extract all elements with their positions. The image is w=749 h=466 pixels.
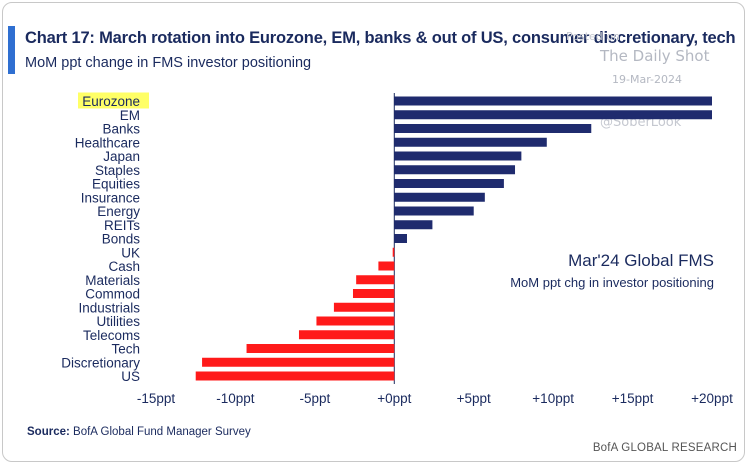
bar-japan — [394, 151, 522, 161]
watermark-brand: The Daily Shot — [600, 47, 710, 65]
x-tick-label: +20ppt — [691, 391, 733, 406]
bar-healthcare — [394, 137, 547, 147]
x-tick-label: +15ppt — [612, 391, 654, 406]
category-label: Bonds — [102, 232, 141, 247]
category-label: Healthcare — [75, 135, 140, 150]
bar-bonds — [394, 234, 407, 243]
bar-insurance — [394, 192, 485, 202]
bar-em — [394, 110, 712, 120]
bar-banks — [394, 124, 592, 133]
category-label: Japan — [103, 149, 140, 164]
category-label: Industrials — [78, 300, 140, 315]
chart-title: Chart 17: March rotation into Eurozone, … — [25, 29, 736, 47]
x-tick-label: -5ppt — [299, 391, 330, 406]
bar-us — [195, 371, 395, 381]
category-label: Staples — [95, 163, 140, 178]
title-accent-bar — [8, 26, 15, 74]
category-label: Banks — [102, 122, 140, 137]
category-label: Cash — [108, 259, 140, 274]
x-tick-label: +5ppt — [457, 391, 491, 406]
x-tick-label: +0ppt — [377, 391, 411, 406]
watermark-posted-on: Posted on — [566, 30, 620, 43]
category-label: EM — [120, 108, 140, 123]
footer-brand: BofA GLOBAL RESEARCH — [592, 442, 737, 454]
bar-telecoms — [298, 330, 395, 340]
bar-equities — [394, 179, 504, 188]
x-tick-label: +10ppt — [532, 391, 574, 406]
bar-tech — [246, 344, 395, 353]
source-note: Source: BofA Global Fund Manager Survey — [27, 426, 251, 438]
bar-eurozone — [394, 96, 712, 106]
category-label: Eurozone — [82, 94, 140, 109]
bar-utilities — [316, 316, 395, 326]
category-label: REITs — [104, 218, 140, 233]
source-label: Source: — [27, 426, 70, 438]
chart-subtitle: MoM ppt change in FMS investor positioni… — [25, 55, 312, 71]
category-label: UK — [121, 245, 140, 260]
source-text: BofA Global Fund Manager Survey — [73, 426, 251, 438]
annotation-subtitle: MoM ppt chg in investor positioning — [510, 275, 714, 290]
category-label: US — [121, 369, 140, 384]
category-label: Equities — [92, 177, 140, 192]
category-label: Materials — [85, 273, 140, 288]
bar-uk — [392, 247, 395, 257]
x-tick-label: -15ppt — [137, 391, 176, 406]
bar-commod — [352, 289, 395, 298]
bar-staples — [394, 165, 516, 175]
bar-industrials — [333, 302, 395, 312]
chart-frame — [2, 2, 745, 462]
category-label: Commod — [85, 287, 140, 302]
category-label: Discretionary — [61, 355, 140, 370]
bar-reits — [394, 220, 433, 230]
bar-energy — [394, 206, 474, 216]
bar-discretionary — [202, 357, 395, 367]
bar-materials — [356, 275, 395, 285]
category-highlight — [78, 92, 149, 109]
category-label: Utilities — [96, 314, 140, 329]
annotation-title: Mar'24 Global FMS — [568, 251, 714, 270]
category-label: Tech — [111, 342, 140, 357]
watermark-date: 19-Mar-2024 — [612, 73, 682, 86]
category-label: Energy — [97, 204, 140, 219]
bar-cash — [378, 261, 395, 271]
category-label: Insurance — [81, 190, 140, 205]
x-tick-label: -10ppt — [216, 391, 255, 406]
category-label: Telecoms — [83, 328, 140, 343]
